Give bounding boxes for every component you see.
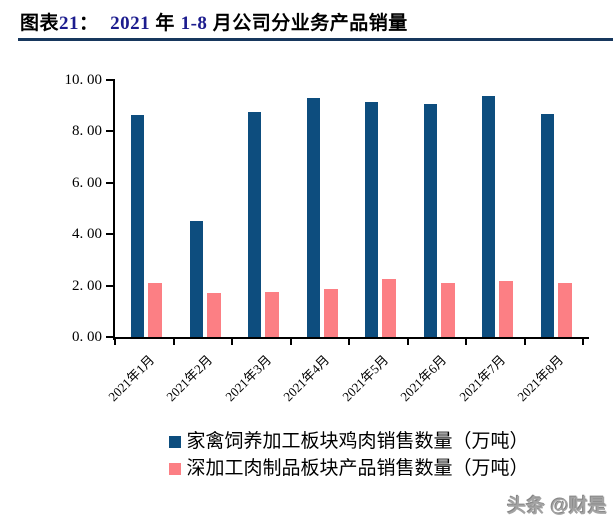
bar-blue-2021年6月 — [423, 104, 437, 337]
legend-label: 深加工肉制品板块产品销售数量（万吨） — [186, 458, 529, 479]
x-tick — [582, 337, 584, 345]
y-axis-line — [113, 79, 115, 340]
x-tick — [172, 337, 175, 345]
y-tick-label: 6. 00 — [72, 174, 102, 191]
y-tick-label: 2. 00 — [72, 277, 102, 294]
y-tick — [106, 130, 114, 133]
bar-blue-2021年7月 — [482, 96, 495, 337]
bar-pink-2021年5月 — [382, 279, 396, 337]
title-segment: 年 — [155, 13, 181, 34]
title-segment: 2021 — [110, 13, 156, 34]
x-category-label: 2021年8月 — [514, 352, 567, 405]
bar-blue-2021年8月 — [540, 114, 554, 337]
title-segment: 1-8 — [180, 13, 213, 34]
x-tick — [348, 337, 350, 345]
y-tick — [106, 233, 114, 236]
watermark-text: 头条 @财是 — [507, 496, 607, 517]
bar-pink-2021年3月 — [265, 292, 279, 337]
x-category-label: 2021年7月 — [455, 352, 508, 405]
bar-blue-2021年4月 — [306, 98, 320, 337]
y-tick — [106, 181, 114, 184]
title-segment: 21 — [59, 13, 80, 34]
bar-pink-2021年7月 — [499, 281, 513, 337]
legend-swatch-icon — [169, 436, 182, 448]
x-category-label: 2021年4月 — [280, 352, 333, 405]
legend-item-chicken: 家禽饲养加工板块鸡肉销售数量（万吨） — [169, 431, 529, 453]
title-divider-rule — [18, 38, 613, 41]
x-category-label: 2021年5月 — [338, 352, 391, 405]
y-tick-label: 10. 00 — [64, 72, 103, 88]
title-segment: ： — [79, 13, 111, 34]
x-category-label: 2021年3月 — [221, 352, 274, 405]
y-tick-label: 4. 00 — [72, 226, 102, 243]
y-tick — [106, 284, 114, 287]
legend-item-processed: 深加工肉制品板块产品销售数量（万吨） — [169, 458, 529, 480]
x-axis-line — [113, 337, 589, 339]
y-tick-label: 8. 00 — [72, 123, 102, 140]
x-tick — [523, 337, 526, 345]
legend-swatch-icon — [169, 463, 182, 475]
title-segment: 图表 — [20, 13, 60, 34]
y-tick-label: 0. 00 — [72, 329, 102, 345]
bar-pink-2021年1月 — [148, 283, 162, 337]
x-tick — [465, 337, 467, 345]
x-tick — [289, 337, 292, 345]
bar-blue-2021年1月 — [131, 115, 144, 337]
bar-blue-2021年3月 — [248, 112, 261, 337]
bar-blue-2021年5月 — [365, 102, 378, 337]
y-tick — [106, 79, 114, 81]
bar-pink-2021年6月 — [440, 283, 455, 337]
legend-label: 家禽饲养加工板块鸡肉销售数量（万吨） — [186, 431, 529, 452]
x-category-label: 2021年1月 — [104, 352, 157, 405]
x-category-label: 2021年6月 — [397, 352, 450, 405]
x-tick — [114, 337, 116, 345]
y-tick — [106, 336, 114, 338]
x-tick — [406, 337, 409, 345]
x-tick — [231, 337, 233, 345]
title-segment: 月公司分业务产品销量 — [212, 13, 408, 34]
bar-pink-2021年4月 — [323, 289, 338, 337]
page-title: 图表21： 2021 年 1-8 月公司分业务产品销量 — [20, 8, 408, 35]
bar-pink-2021年2月 — [206, 293, 221, 337]
x-category-label: 2021年2月 — [163, 352, 216, 405]
bar-blue-2021年2月 — [189, 221, 203, 337]
bar-pink-2021年8月 — [557, 283, 572, 337]
chart-legend: 家禽饲养加工板块鸡肉销售数量（万吨） 深加工肉制品板块产品销售数量（万吨） — [115, 431, 583, 480]
